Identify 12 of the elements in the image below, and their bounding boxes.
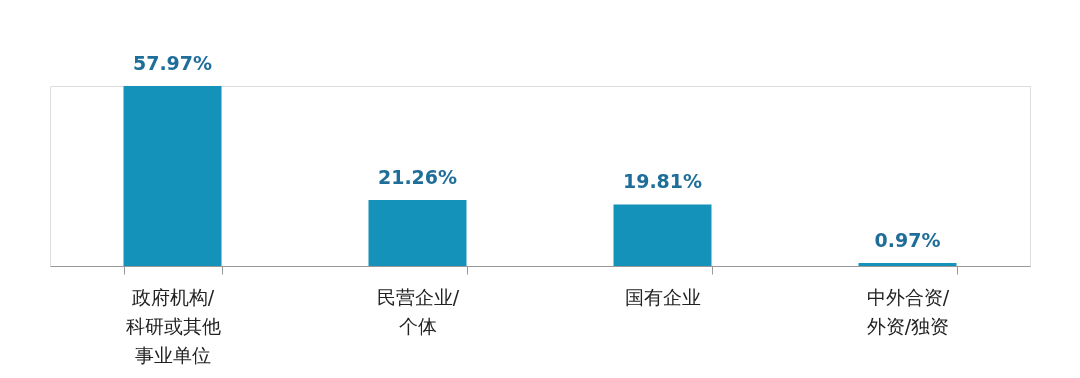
x-tick-label: 政府机构/科研或其他事业单位 <box>125 285 221 366</box>
x-tick-label: 民营企业/个体 <box>376 285 460 337</box>
x-tick-label: 中外合资/外资/独资 <box>866 285 950 337</box>
x-tick-label: 国有企业 <box>625 285 701 308</box>
bar <box>123 86 222 266</box>
data-label: 0.97% <box>874 228 941 251</box>
data-label: 21.26% <box>377 165 458 188</box>
bar <box>858 262 957 266</box>
bar <box>368 199 467 266</box>
data-label: 57.97% <box>132 52 213 74</box>
data-label: 19.81% <box>622 170 703 193</box>
bar <box>613 204 712 266</box>
